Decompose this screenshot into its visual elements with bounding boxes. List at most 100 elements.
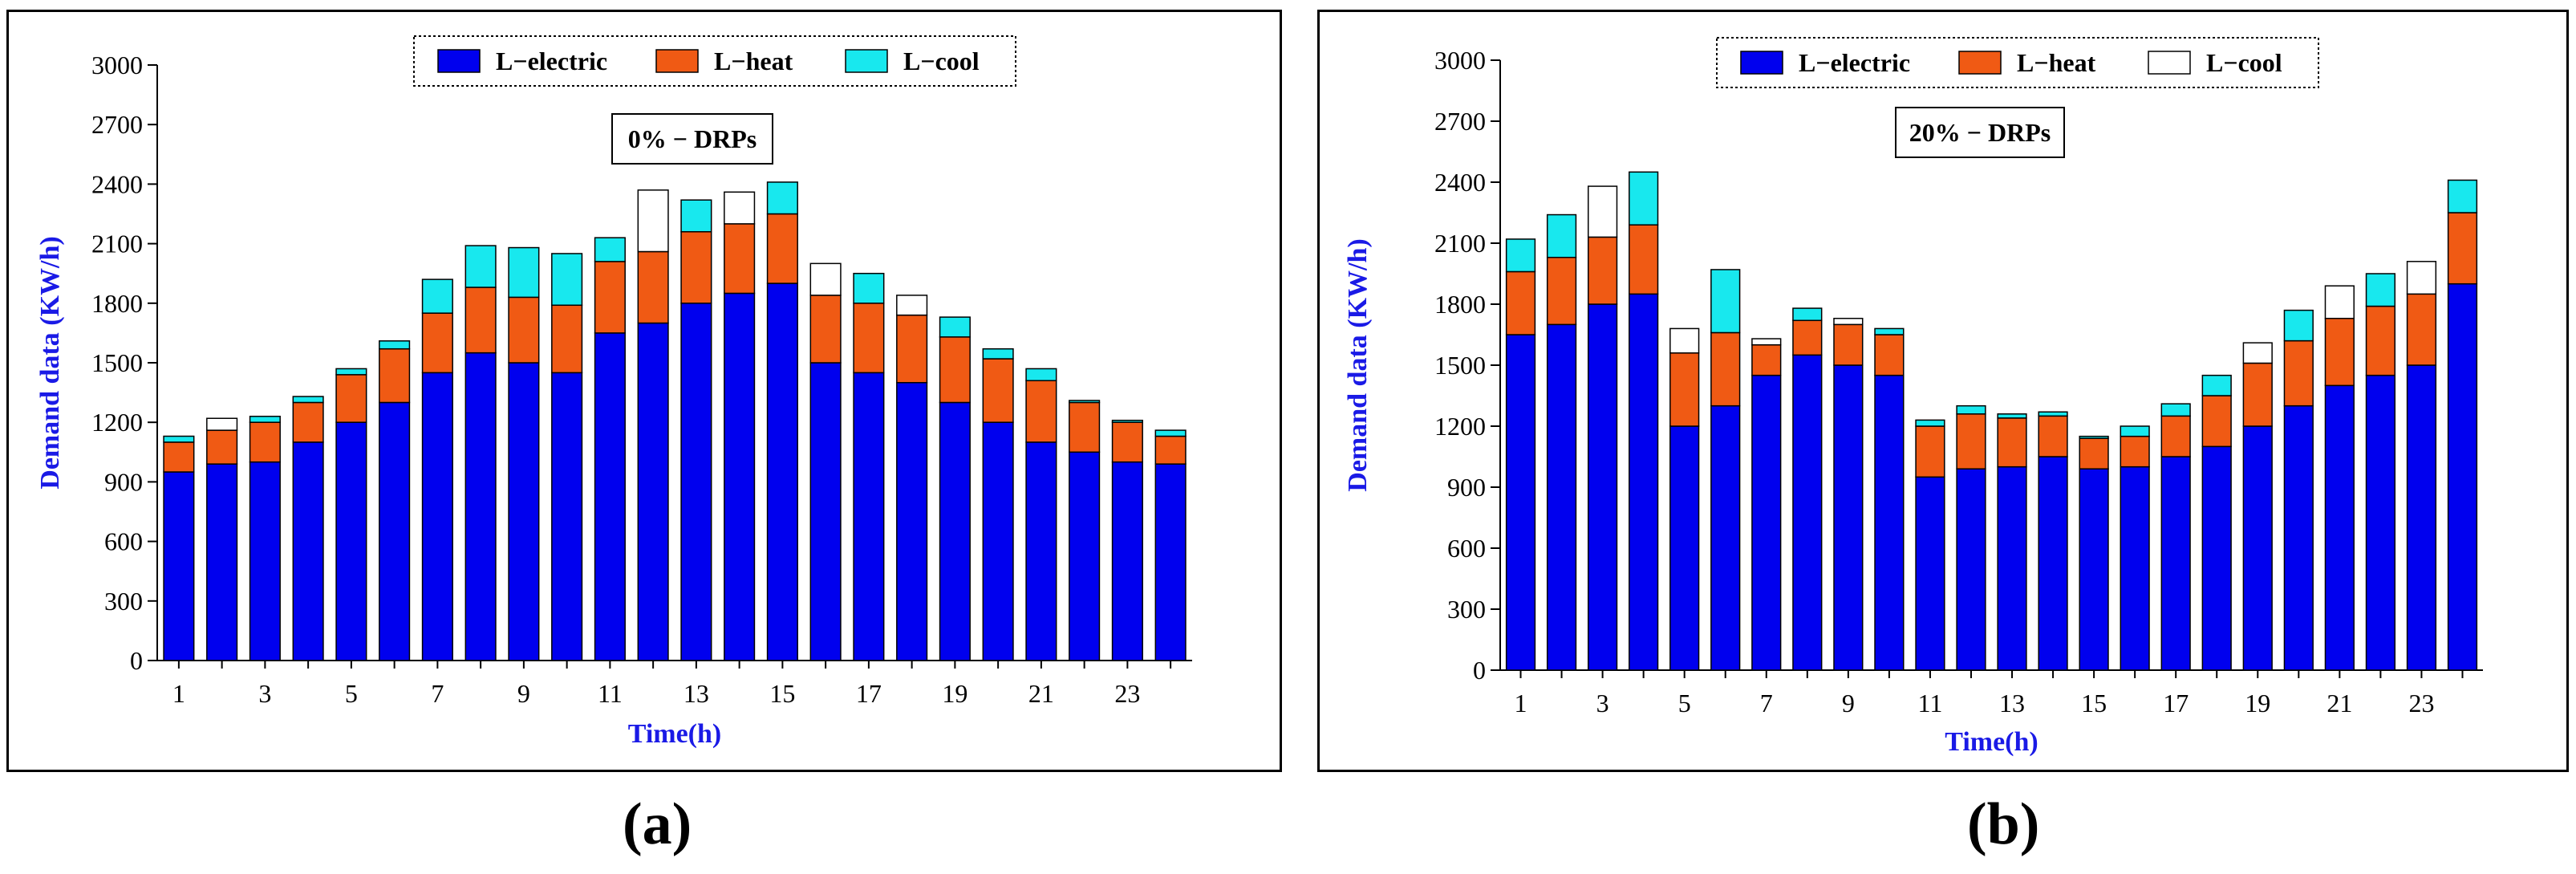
chart-b-bar-electric-h11: [1915, 476, 1945, 671]
chart-a-bar-heat-h1: [163, 441, 195, 473]
chart-a-bar-cool-h20: [982, 348, 1014, 360]
chart-a-bar-heat-h10: [551, 304, 583, 374]
chart-a-bar-heat-h15: [766, 213, 798, 284]
chart-b-bar-cool-h16: [2120, 425, 2150, 437]
chart-b-bar-cool-h4: [1629, 171, 1659, 226]
chart-b-bar-electric-h18: [2201, 445, 2232, 671]
chart-b-x-tick-label: 1: [1515, 689, 1527, 717]
chart-a-bar-cool-h1: [163, 435, 195, 443]
chart-b-x-tick-label: 17: [2163, 689, 2189, 717]
chart-b-bar-heat-h18: [2201, 395, 2232, 448]
chart-a-bar-electric-h16: [809, 362, 842, 661]
chart-a-bar-electric-h1: [163, 471, 195, 661]
chart-b-bar-electric-h3: [1587, 303, 1618, 671]
chart-b-bar-cool-h11: [1915, 419, 1945, 427]
chart-a-y-tick-label: 1800: [91, 289, 143, 318]
chart-b-bar-electric-h22: [2365, 374, 2396, 671]
chart-b-bar-cool-h13: [1997, 413, 2027, 419]
chart-b-bar-cool-h5: [1669, 327, 1700, 354]
chart-b-bar-heat-h10: [1874, 334, 1905, 376]
chart-b-bar-heat-h1: [1505, 270, 1536, 335]
chart-a-y-tick-label: 0: [130, 646, 143, 675]
chart-b-bar-electric-h15: [2079, 468, 2109, 671]
chart-b-legend-label: L−electric: [1799, 48, 1910, 77]
chart-b-bar-electric-h1: [1505, 334, 1536, 671]
chart-a-bar-heat-h22: [1069, 401, 1101, 453]
chart-b-bar-electric-h7: [1751, 374, 1782, 671]
chart-b-y-tick-label: 1500: [1434, 351, 1486, 380]
chart-b-bar-cool-h19: [2242, 342, 2273, 364]
chart-a-bar-electric-h3: [249, 461, 281, 661]
chart-b-bar-electric-h20: [2283, 404, 2314, 671]
chart-b-y-tick-label: 2700: [1434, 107, 1486, 136]
chart-b-bar-heat-h5: [1669, 352, 1700, 427]
chart-b-x-tick-label: 3: [1596, 689, 1609, 717]
chart-a-x-tick-label: 3: [258, 679, 271, 708]
chart-a-bar-cool-h16: [809, 262, 842, 296]
chart-a-x-tick-label: 17: [856, 679, 882, 708]
chart-b-x-tick-label: 21: [2327, 689, 2352, 717]
chart-a-bar-electric-h23: [1111, 461, 1143, 661]
chart-b-bar-cool-h17: [2160, 403, 2191, 417]
chart-a-bar-heat-h23: [1111, 421, 1143, 463]
chart-a-bar-heat-h24: [1154, 435, 1187, 465]
chart-b-x-tick-label: 9: [1842, 689, 1855, 717]
chart-b-bar-heat-h2: [1546, 256, 1577, 326]
chart-a-legend-label: L−electric: [496, 47, 607, 75]
chart-a-bar-cool-h10: [551, 253, 583, 307]
chart-b-y-tick-label: 0: [1473, 656, 1486, 685]
chart-a-x-tick-label: 9: [517, 679, 530, 708]
chart-b-bar-cool-h18: [2201, 374, 2232, 396]
chart-a-y-tick-label: 2700: [91, 110, 143, 139]
chart-a-bar-electric-h24: [1154, 463, 1187, 661]
chart-b-bar-electric-h21: [2324, 384, 2355, 671]
chart-b-bar-cool-h12: [1956, 404, 1986, 415]
chart-a-bar-cool-h15: [766, 181, 798, 215]
chart-a-x-tick-label: 19: [942, 679, 968, 708]
chart-a-legend-label: L−cool: [903, 47, 980, 75]
chart-b-scenario-label: 20% − DRPs: [1909, 118, 2051, 147]
chart-a-bar-heat-h8: [464, 287, 497, 354]
chart-b-y-tick-label: 3000: [1434, 46, 1486, 75]
chart-b-y-axis-label: Demand data (KW/h): [1343, 238, 1373, 491]
panel-label-b: (b): [1967, 791, 2040, 857]
chart-a-bar-electric-h5: [335, 421, 367, 661]
chart-b-bar-electric-h23: [2406, 364, 2437, 671]
chart-a-x-tick-label: 1: [172, 679, 185, 708]
chart-b-bar-cool-h10: [1874, 327, 1905, 335]
chart-a-bar-heat-h7: [421, 312, 453, 374]
chart-a-bar-cool-h13: [680, 199, 712, 233]
chart-a-bar-heat-h3: [249, 421, 281, 463]
chart-b-bar-heat-h4: [1629, 224, 1659, 295]
chart-b-x-tick-label: 19: [2245, 689, 2270, 717]
chart-a-bar-heat-h18: [896, 314, 928, 384]
chart-a-y-tick-label: 900: [104, 467, 143, 496]
chart-a-scenario-label: 0% − DRPs: [628, 124, 757, 153]
chart-a-bar-cool-h6: [379, 340, 411, 350]
chart-b-bar-heat-h14: [2038, 415, 2068, 457]
chart-b-y-tick-label: 300: [1447, 595, 1486, 624]
chart-b-legend-swatch-electric: [1740, 51, 1783, 75]
chart-b-bar-cool-h22: [2365, 273, 2396, 307]
chart-b-bar-cool-h1: [1505, 238, 1536, 273]
chart-a-bar-heat-h5: [335, 374, 367, 423]
chart-a-bar-cool-h4: [292, 396, 324, 404]
chart-a-bar-electric-h4: [292, 441, 324, 661]
chart-a-bar-heat-h13: [680, 231, 712, 304]
chart-b-y-tick-label: 2400: [1434, 168, 1486, 197]
chart-a-bar-electric-h7: [421, 372, 453, 661]
chart-a-bar-cool-h22: [1069, 400, 1101, 404]
chart-b-y-tick-label: 1200: [1434, 412, 1486, 441]
chart-a-bar-cool-h12: [637, 189, 669, 253]
chart-b-bar-electric-h16: [2120, 465, 2150, 671]
chart-a-bar-cool-h17: [853, 272, 885, 304]
chart-b-bar-cool-h7: [1751, 338, 1782, 346]
chart-b-legend-label: L−cool: [2206, 48, 2282, 77]
chart-a-bar-cool-h7: [421, 278, 453, 314]
chart-b-bar-heat-h8: [1792, 319, 1823, 356]
chart-a-bar-cool-h24: [1154, 429, 1187, 437]
chart-a-y-tick-label: 3000: [91, 51, 143, 79]
chart-b-bar-cool-h9: [1833, 317, 1864, 326]
